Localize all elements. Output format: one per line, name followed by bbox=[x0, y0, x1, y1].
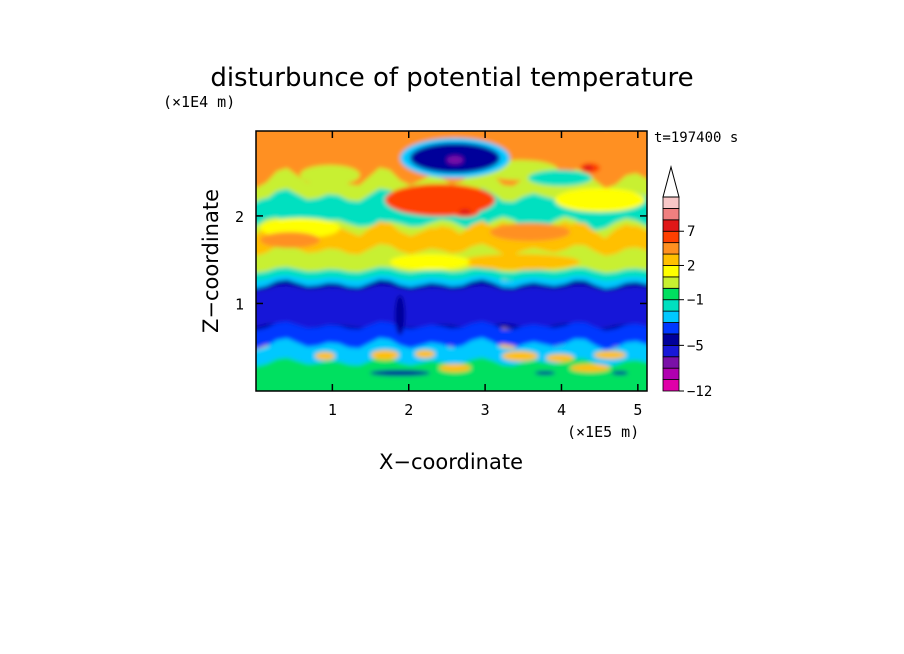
x-unit-label: (×1E5 m) bbox=[567, 423, 639, 441]
colorbar: −12−5−127 bbox=[662, 165, 712, 400]
colorbar-swatch bbox=[662, 242, 680, 255]
colorbar-swatch bbox=[662, 230, 680, 244]
x-tick-label: 2 bbox=[404, 401, 413, 419]
x-axis-ticks: 1 2 3 4 5 bbox=[328, 131, 642, 419]
y-axis-label: Z−coordinate bbox=[199, 189, 223, 333]
y-tick-label: 2 bbox=[235, 208, 244, 226]
y-tick-label: 1 bbox=[235, 295, 244, 313]
colorbar-swatch bbox=[662, 253, 680, 266]
colorbar-tick-label: 7 bbox=[687, 224, 695, 240]
colorbar-swatch bbox=[662, 287, 680, 301]
x-axis-label: X−coordinate bbox=[379, 450, 523, 474]
x-tick-label: 3 bbox=[481, 401, 490, 419]
colorbar-swatch bbox=[662, 367, 680, 380]
x-tick-label: 4 bbox=[557, 401, 566, 419]
plot-frame bbox=[255, 130, 648, 392]
x-tick-label: 1 bbox=[328, 401, 337, 419]
colorbar-tick-label: −5 bbox=[687, 338, 704, 354]
time-label: t=197400 s bbox=[654, 130, 738, 146]
colorbar-swatch bbox=[662, 299, 680, 312]
colorbar-swatch bbox=[662, 344, 680, 358]
chart-title: disturbunce of potential temperature bbox=[210, 63, 693, 93]
colorbar-swatch bbox=[662, 356, 680, 369]
colorbar-swatch bbox=[662, 333, 680, 346]
colorbar-swatch bbox=[662, 219, 680, 232]
colorbar-swatch bbox=[662, 276, 680, 289]
colorbar-tick-label: −12 bbox=[687, 384, 712, 400]
colorbar-swatch bbox=[662, 310, 680, 323]
colorbar-swatch bbox=[662, 322, 680, 335]
colorbar-swatch bbox=[662, 379, 680, 392]
x-tick-label: 5 bbox=[633, 401, 642, 419]
colorbar-tick-label: 2 bbox=[687, 258, 695, 274]
y-unit-label: (×1E4 m) bbox=[163, 93, 235, 111]
colorbar-swatch bbox=[662, 265, 680, 278]
contour-field bbox=[256, 131, 647, 391]
colorbar-swatch bbox=[662, 208, 680, 221]
colorbar-tick-label: −1 bbox=[687, 293, 704, 309]
y-axis-ticks: 12 bbox=[235, 208, 647, 313]
colorbar-extend-triangle bbox=[662, 165, 680, 198]
colorbar-swatch bbox=[662, 196, 680, 209]
